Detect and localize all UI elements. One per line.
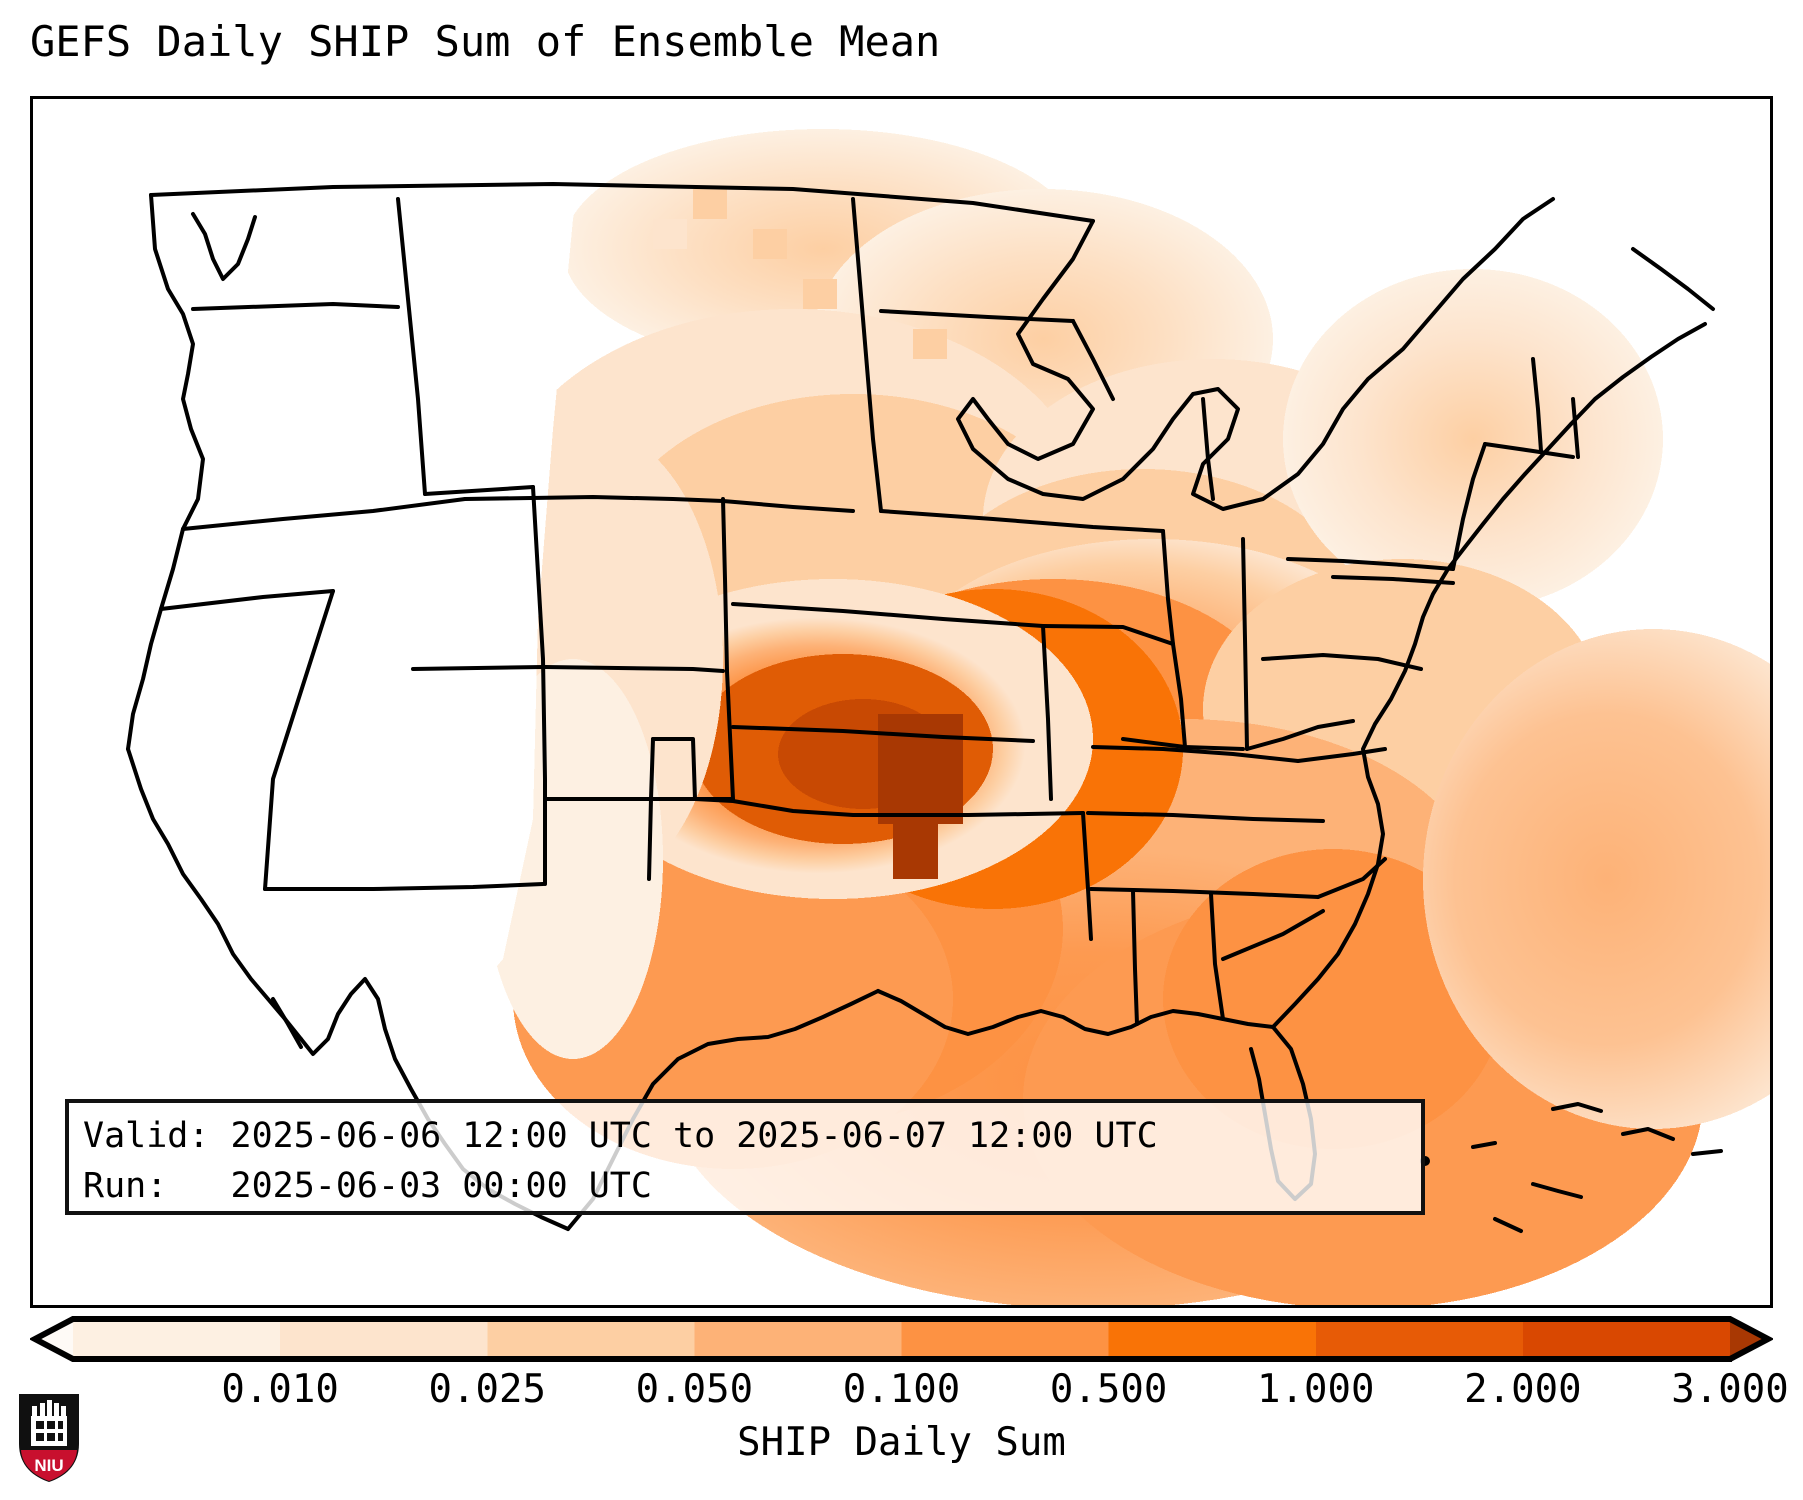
colorbar-tick-labels: 0.010 0.025 0.050 0.100 0.500 1.000 2.000 3.000 [30,1367,1788,1414]
colorbar-band-7 [1522,1319,1731,1359]
colorbar-band-3 [694,1319,902,1359]
colorbar-band-1 [280,1319,488,1359]
colorbar [30,1316,1773,1362]
colorbar-tick-label-7: 3.000 [1671,1367,1789,1412]
tower-windows [36,1421,63,1441]
colorbar-over-arrow [1730,1319,1768,1359]
niu-logo-text: NIU [34,1456,63,1475]
colorbar-bands [73,1319,1731,1359]
map-canvas [33,99,1770,1305]
map-frame: Valid: 2025-06-06 12:00 UTC to 2025-06-0… [30,96,1773,1308]
forecast-info-box: Valid: 2025-06-06 12:00 UTC to 2025-06-0… [65,1099,1425,1215]
colorbar-band-5 [1108,1319,1317,1359]
shield-banner [21,1450,77,1481]
colorbar-tick-label-1: 0.025 [428,1367,546,1412]
colorbar-tick-label-3: 0.100 [842,1367,961,1412]
page-title: GEFS Daily SHIP Sum of Ensemble Mean [30,17,941,66]
colorbar-tick-label-4: 0.500 [1049,1367,1168,1412]
colorbar-tick-label-2: 0.050 [635,1367,754,1412]
colorbar-tick-label-0: 0.010 [221,1367,339,1412]
valid-time-text: Valid: 2025-06-06 12:00 UTC to 2025-06-0… [83,1116,1158,1156]
colorbar-under-arrow [35,1319,73,1359]
colorbar-band-2 [487,1319,695,1359]
colorbar-band-0 [73,1319,281,1359]
colorbar-band-4 [901,1319,1110,1359]
colorbar-tick-label-6: 2.000 [1464,1367,1582,1412]
run-time-text: Run: 2025-06-03 00:00 UTC [83,1166,652,1206]
niu-logo: NIU [16,1392,82,1484]
ship-field [33,99,1770,1305]
colorbar-ticks [278,1359,1732,1362]
colorbar-axis-label: SHIP Daily Sum [737,1420,1066,1465]
colorbar-tick-label-5: 1.000 [1257,1367,1375,1412]
map-borders [126,182,1723,1233]
colorbar-band-6 [1315,1319,1524,1359]
